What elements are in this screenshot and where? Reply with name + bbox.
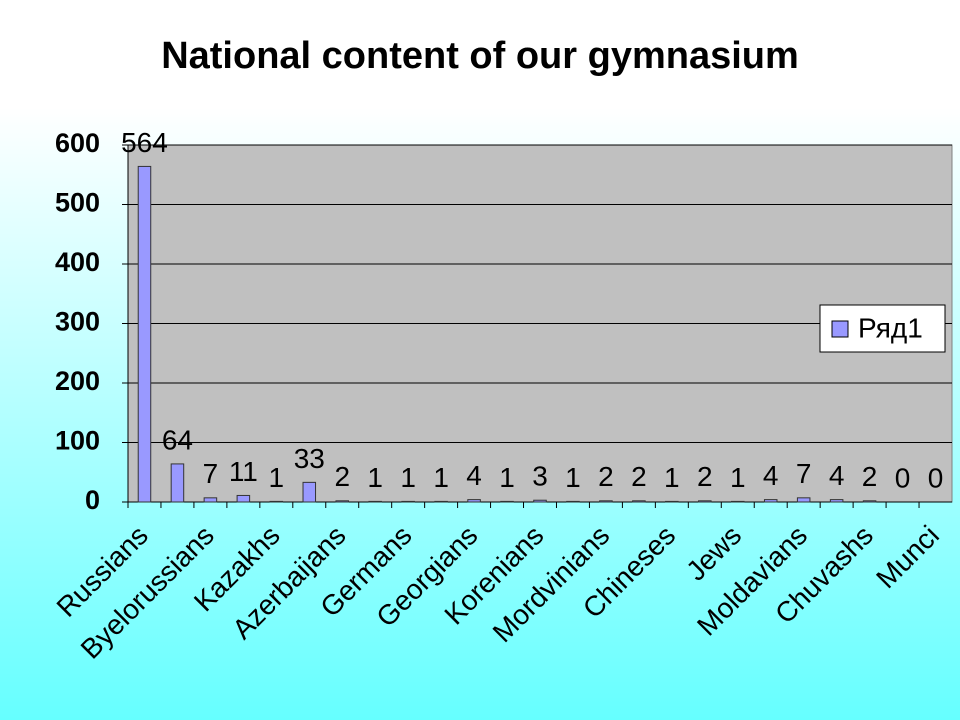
chart-title: National content of our gymnasium [161, 35, 799, 77]
bar [665, 500, 679, 503]
bar [368, 500, 382, 503]
data-label: 33 [294, 443, 325, 474]
bar [698, 500, 712, 503]
y-tick-label: 0 [85, 485, 100, 515]
y-tick-label: 400 [55, 247, 100, 277]
data-label: 7 [203, 458, 219, 489]
data-label: 2 [598, 461, 614, 492]
data-label: 4 [763, 460, 779, 491]
data-label: 1 [499, 462, 515, 493]
data-label: 0 [895, 462, 911, 493]
bar [170, 463, 185, 503]
bar [401, 500, 415, 503]
bar [434, 500, 448, 503]
data-label: 64 [162, 424, 193, 455]
data-label: 1 [367, 462, 383, 493]
data-label: 11 [229, 456, 258, 487]
bar [269, 500, 284, 503]
bar [730, 500, 745, 503]
bar [467, 499, 481, 503]
data-label: 4 [829, 460, 845, 491]
legend-label: Ряд1 [858, 312, 923, 343]
bar [203, 497, 218, 503]
bar [500, 500, 514, 503]
bar [137, 165, 152, 503]
data-label: 3 [532, 461, 548, 492]
data-label: 2 [862, 461, 878, 492]
y-tick-label: 600 [55, 128, 100, 158]
bar [599, 500, 613, 503]
bar [829, 499, 844, 503]
y-tick-label: 100 [55, 426, 100, 456]
data-label: 1 [269, 462, 285, 493]
data-label: 4 [466, 460, 482, 491]
data-label: 1 [730, 462, 746, 493]
bar [236, 494, 251, 503]
bar [796, 497, 811, 503]
data-label: 1 [664, 462, 680, 493]
bar [632, 500, 646, 503]
bar [533, 499, 547, 503]
data-label: 2 [334, 461, 350, 492]
bar [763, 499, 778, 503]
bar [335, 500, 350, 503]
y-tick-label: 300 [55, 307, 100, 337]
data-label: 564 [121, 127, 168, 158]
data-label: 2 [631, 461, 647, 492]
y-tick-label: 200 [55, 366, 100, 396]
legend-swatch [831, 320, 849, 338]
data-label: 0 [928, 462, 944, 493]
data-label: 1 [433, 462, 449, 493]
bar [302, 481, 317, 503]
data-label: 1 [565, 462, 581, 493]
data-label: 2 [697, 461, 713, 492]
bar [566, 500, 580, 503]
data-label: 1 [400, 462, 416, 493]
data-label: 7 [796, 458, 812, 489]
y-tick-label: 500 [55, 188, 100, 218]
bar [862, 500, 877, 503]
